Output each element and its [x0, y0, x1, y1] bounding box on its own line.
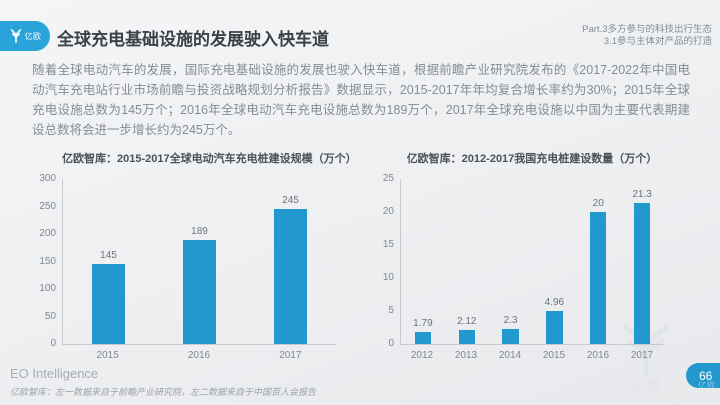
y-axis-tick-label: 25: [382, 173, 394, 184]
plot-area: 1.79 2.12 2.3 4.96 20 21.3: [400, 179, 664, 345]
svg-text:亿欧: 亿欧: [630, 377, 662, 395]
eo-logo-badge: 亿欧: [0, 21, 50, 51]
bar: [458, 330, 475, 344]
section-ref-line1: Part.3多方参与的科技出行生态: [582, 24, 712, 35]
bar-slot: 245: [245, 195, 336, 344]
x-axis: 2015 2016 2017: [62, 350, 336, 361]
y-axis-tick-label: 10: [382, 272, 394, 283]
y-axis-tick-label: 300: [39, 173, 56, 184]
section-reference: Part.3多方参与的科技出行生态 3.1参与主体对产品的打造: [582, 24, 712, 48]
bar-value-label: 2.12: [457, 316, 477, 328]
chart-title: 亿欧智库：2012-2017我国充电桩建设数量（万个）: [406, 153, 658, 165]
chart-title: 亿欧智库：2015-2017全球电动汽车充电桩建设规模（万个）: [62, 153, 357, 165]
x-axis-tick-label: 2014: [498, 350, 522, 361]
page-number: 66: [699, 368, 713, 383]
bar: [546, 311, 563, 344]
bar-value-label: 20: [592, 198, 604, 209]
y-axis-tick-label: 200: [39, 228, 56, 239]
x-axis-tick-label: 2017: [630, 350, 654, 361]
bar-slot: 2.12: [445, 316, 489, 344]
x-axis-tick-label: 2015: [96, 350, 119, 361]
chart-china-charging-piles: 亿欧智库：2012-2017我国充电桩建设数量（万个） 0 5 10 15 20 25 1…: [374, 150, 664, 361]
page-number-badge: 66: [686, 363, 720, 388]
y-axis-tick-label: 150: [39, 255, 56, 267]
bar-value-label: 145: [100, 250, 117, 262]
body-paragraph: 随着全球电动汽车的发展，国际充电基础设施的发展也驶入快车道，根据前瞻产业研究院发…: [32, 63, 690, 137]
y-axis-tick-label: 250: [39, 200, 56, 212]
bar: [633, 203, 651, 344]
bar-value-label: 1.79: [413, 318, 433, 330]
footer-source-note: 亿欧智库：左一数据来自于前瞻产业研究院，左二数据来自于中国百人会报告: [10, 387, 317, 397]
bar-slot: 21.3: [620, 189, 664, 344]
eo-logo-icon: [10, 29, 21, 43]
y-axis-tick-label: 100: [39, 283, 56, 294]
bar-slot: 145: [63, 250, 154, 344]
bar: [273, 209, 308, 344]
chart-plot-row: 0 50 100 150 200 250 300 145 189 245: [36, 173, 336, 349]
bar-slot: 1.79: [401, 318, 445, 344]
x-axis-tick-label: 2012: [410, 350, 434, 361]
bar-value-label: 21.3: [632, 189, 652, 201]
x-axis-tick-label: 2015: [542, 350, 566, 361]
y-axis: 0 5 10 15 20 25: [374, 173, 400, 349]
y-axis-tick-label: 15: [382, 239, 394, 250]
section-ref-line2: 3.1参与主体对产品的打造: [603, 36, 712, 47]
y-axis-tick-label: 5: [388, 305, 394, 316]
bar: [91, 264, 126, 344]
x-axis-tick-label: 2013: [454, 350, 478, 361]
bar-slot: 2.3: [489, 315, 533, 344]
chart-plot-row: 0 5 10 15 20 25 1.79 2.12 2.3 4.96 20 21.3: [374, 173, 664, 349]
bar: [502, 328, 519, 344]
x-axis-tick-label: 2017: [279, 350, 302, 361]
bar-slot: 20: [576, 198, 620, 344]
plot-area: 145 189 245: [62, 179, 336, 345]
y-axis-tick-label: 50: [44, 310, 56, 322]
bar-value-label: 4.96: [544, 297, 565, 309]
bar: [414, 332, 432, 344]
chart-global-charging-piles: 亿欧智库：2015-2017全球电动汽车充电桩建设规模（万个） 0 50 100 15…: [36, 150, 357, 361]
bar: [182, 240, 217, 344]
bar-value-label: 245: [282, 195, 299, 207]
y-axis-tick-label: 0: [50, 338, 56, 349]
eo-logo-text: 亿欧: [24, 31, 42, 41]
y-axis-tick-label: 20: [382, 206, 394, 217]
x-axis-tick-label: 2016: [187, 350, 211, 361]
bar-slot: 189: [154, 226, 245, 344]
bar: [590, 212, 607, 344]
x-axis-tick-label: 2016: [586, 350, 610, 361]
page-title: 全球充电基础设施的发展驶入快车道: [57, 30, 329, 49]
badge-watermark-text: 亿欧: [698, 381, 716, 390]
footer-brand: EO Intelligence: [10, 366, 99, 381]
x-axis: 2012 2013 2014 2015 2016 2017: [400, 350, 664, 361]
bar-slot: 4.96: [532, 297, 576, 344]
bar-value-label: 2.3: [503, 314, 518, 326]
bar-value-label: 189: [191, 226, 208, 238]
y-axis-tick-label: 0: [388, 338, 394, 349]
y-axis: 0 50 100 150 200 250 300: [36, 173, 62, 349]
